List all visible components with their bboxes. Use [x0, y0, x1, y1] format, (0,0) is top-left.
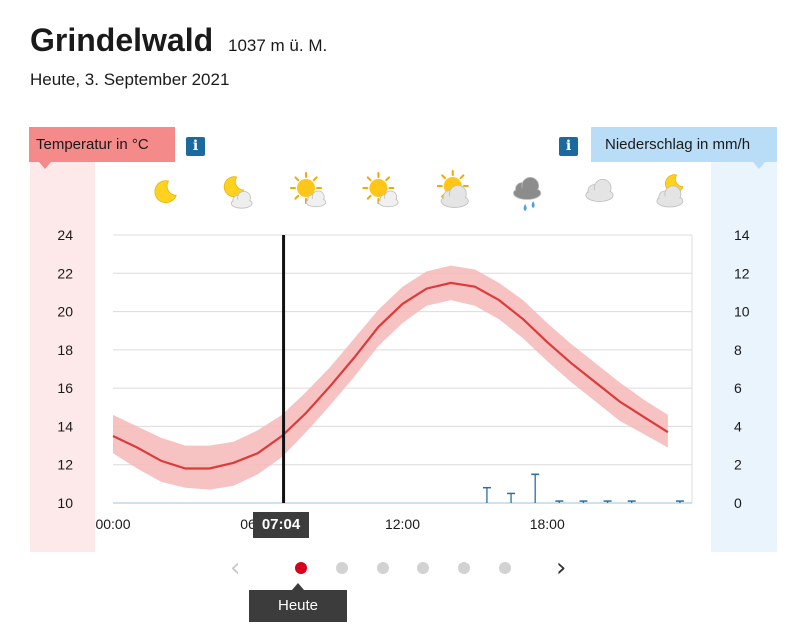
temperature-tick-label: 14 [57, 418, 73, 434]
precipitation-tick-label: 2 [734, 457, 742, 473]
precipitation-tick-label: 6 [734, 380, 742, 396]
precipitation-bar [627, 500, 636, 503]
temperature-info-icon[interactable]: i [186, 137, 205, 156]
precipitation-bars [482, 473, 684, 503]
precipitation-axis-label: Niederschlag in mm/h [591, 127, 777, 169]
pager-dot[interactable] [417, 562, 430, 574]
time-tick-label: 12:00 [385, 516, 420, 532]
sun-cloud-icon [290, 172, 327, 208]
precipitation-bar [531, 473, 540, 503]
today-label: Heute [249, 583, 347, 622]
rain-cloud-icon [513, 177, 542, 211]
weather-icons [154, 170, 684, 211]
next-page-button[interactable]: › [556, 553, 567, 583]
precipitation-bar [507, 492, 516, 503]
precipitation-bar [603, 500, 612, 503]
precipitation-tick-label: 12 [734, 265, 750, 281]
time-tick-label: 18:00 [530, 516, 565, 532]
pager-dot[interactable] [499, 562, 511, 574]
temperature-tick-label: 20 [57, 304, 73, 320]
precipitation-bar [579, 500, 588, 503]
prev-page-button[interactable]: ‹ [230, 553, 241, 583]
precipitation-tick-label: 14 [734, 227, 750, 243]
temperature-axis-label: Temperatur in °C [29, 127, 175, 169]
pager-dot-active[interactable] [295, 562, 307, 574]
temperature-tick-label: 22 [57, 265, 73, 281]
location-altitude: 1037 m ü. M. [228, 36, 328, 55]
cloud-icon [585, 179, 614, 202]
precipitation-bar [555, 500, 564, 503]
temperature-tick-label: 24 [57, 227, 73, 243]
temperature-tick-label: 12 [57, 457, 73, 473]
temperature-tick-label: 10 [57, 495, 73, 511]
pager-dot[interactable] [335, 562, 348, 574]
precipitation-tick-label: 4 [734, 418, 742, 434]
time-tick-label: 00:00 [95, 516, 130, 532]
temperature-tick-label: 16 [57, 380, 73, 396]
pager-dot[interactable] [376, 562, 389, 574]
moon-cloudy-icon [656, 174, 684, 208]
moon-cloud-icon [223, 176, 253, 209]
precipitation-bar [482, 486, 491, 503]
location-title: Grindelwald [30, 22, 214, 58]
precipitation-tick-label: 8 [734, 342, 742, 358]
temperature-range-layer [113, 265, 668, 490]
precipitation-bar [675, 500, 684, 503]
pager-dot[interactable] [458, 562, 471, 574]
temperature-range-band [113, 265, 668, 490]
precipitation-tick-label: 0 [734, 495, 742, 511]
moon-icon [154, 180, 177, 204]
sun-cloud-icon [362, 172, 399, 208]
temperature-axis-band [30, 160, 95, 552]
sun-cloudy-icon [436, 170, 469, 208]
temperature-tick-label: 18 [57, 342, 73, 358]
precipitation-info-icon[interactable]: i [559, 137, 578, 156]
precipitation-tick-labels: 0 2 4 6 8 10 12 14 [734, 227, 750, 511]
current-time-badge: 07:04 [253, 512, 309, 538]
temperature-line [112, 281, 669, 470]
temperature-line-layer [112, 281, 669, 470]
forecast-date: Heute, 3. September 2021 [30, 70, 230, 89]
precipitation-tick-label: 10 [734, 304, 750, 320]
precipitation-axis-band [711, 160, 777, 552]
temperature-tick-labels: 10 12 14 16 18 20 22 24 [57, 227, 73, 511]
